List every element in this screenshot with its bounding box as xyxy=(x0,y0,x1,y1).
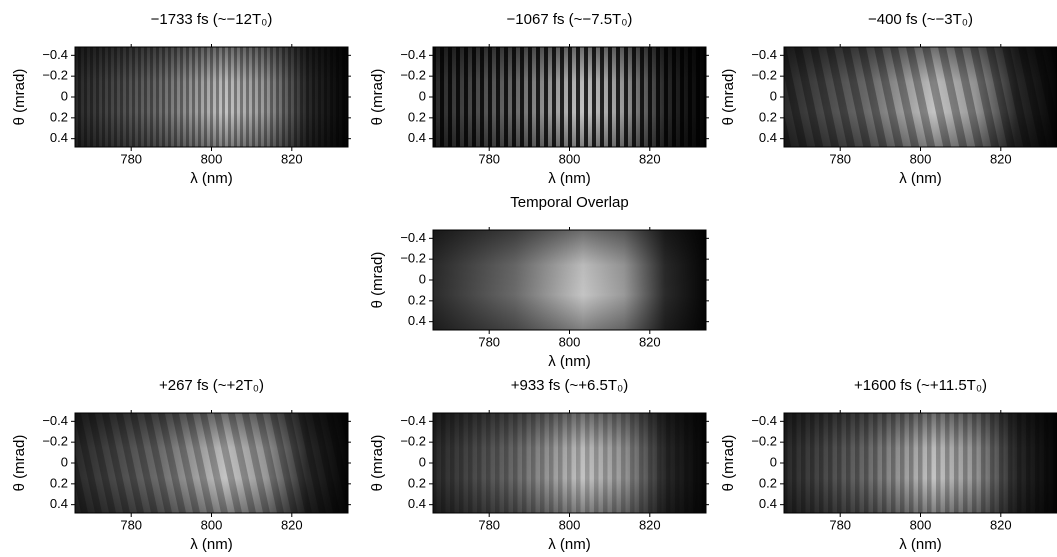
y-tick-label: −0.2 xyxy=(751,68,777,83)
y-tick-label: −0.4 xyxy=(400,413,426,428)
heatmap-shade xyxy=(433,47,706,147)
y-tick-label: −0.2 xyxy=(42,434,68,449)
x-axis-label: λ (nm) xyxy=(190,536,233,553)
y-tick-label: −0.4 xyxy=(751,47,777,62)
y-tick-label: −0.2 xyxy=(400,434,426,449)
y-tick-label: 0 xyxy=(419,271,426,286)
heatmap-shade xyxy=(433,413,706,513)
y-tick-label: 0.4 xyxy=(759,130,777,145)
y-tick-label: 0.4 xyxy=(408,130,426,145)
y-tick-label: 0.4 xyxy=(408,496,426,511)
chart-title: +1600 fs (~+11.5T₀) xyxy=(854,377,987,394)
y-tick-label: 0 xyxy=(61,454,68,469)
heatmap-shade xyxy=(784,413,1057,513)
y-tick-label: 0 xyxy=(770,88,777,103)
x-tick-label: 800 xyxy=(559,334,581,349)
heatmap-shade xyxy=(75,47,348,147)
y-axis-label: θ (mrad) xyxy=(11,69,28,126)
x-tick-label: 800 xyxy=(910,151,932,166)
chart-title: +267 fs (~+2T₀) xyxy=(159,377,264,394)
y-tick-label: 0.2 xyxy=(408,475,426,490)
y-tick-label: 0 xyxy=(770,454,777,469)
y-tick-label: 0.2 xyxy=(408,109,426,124)
x-tick-label: 780 xyxy=(478,151,500,166)
y-tick-label: 0.2 xyxy=(50,109,68,124)
y-axis-label: θ (mrad) xyxy=(720,69,737,126)
x-tick-label: 820 xyxy=(281,517,303,532)
y-tick-label: −0.4 xyxy=(400,230,426,245)
x-axis-label: λ (nm) xyxy=(899,170,942,187)
y-tick-label: 0 xyxy=(61,88,68,103)
y-tick-label: 0.4 xyxy=(408,313,426,328)
x-tick-label: 820 xyxy=(990,151,1012,166)
x-axis-label: λ (nm) xyxy=(190,170,233,187)
y-tick-label: 0.2 xyxy=(408,292,426,307)
x-tick-label: 820 xyxy=(990,517,1012,532)
heatmap-shade xyxy=(784,47,1057,147)
x-tick-label: 800 xyxy=(201,151,223,166)
y-tick-label: −0.4 xyxy=(42,413,68,428)
x-axis-label: λ (nm) xyxy=(548,170,591,187)
x-tick-label: 820 xyxy=(281,151,303,166)
chart-title: −400 fs (~−3T₀) xyxy=(868,11,973,28)
x-tick-label: 780 xyxy=(478,517,500,532)
heatmap-shade xyxy=(75,413,348,513)
x-tick-label: 780 xyxy=(478,334,500,349)
x-axis-label: λ (nm) xyxy=(548,536,591,553)
x-tick-label: 800 xyxy=(559,151,581,166)
chart-title: Temporal Overlap xyxy=(510,194,628,211)
y-tick-label: −0.2 xyxy=(751,434,777,449)
y-axis-label: θ (mrad) xyxy=(369,69,386,126)
y-tick-label: 0.2 xyxy=(759,475,777,490)
x-axis-label: λ (nm) xyxy=(899,536,942,553)
y-tick-label: 0 xyxy=(419,88,426,103)
y-tick-label: 0.2 xyxy=(50,475,68,490)
y-axis-label: θ (mrad) xyxy=(720,435,737,492)
x-tick-label: 780 xyxy=(120,151,142,166)
y-axis-label: θ (mrad) xyxy=(369,435,386,492)
chart-title: −1733 fs (~−12T₀) xyxy=(151,11,273,28)
y-tick-label: −0.4 xyxy=(751,413,777,428)
heatmap-shade xyxy=(433,230,706,330)
y-tick-label: −0.2 xyxy=(42,68,68,83)
x-tick-label: 800 xyxy=(910,517,932,532)
y-tick-label: 0 xyxy=(419,454,426,469)
y-tick-label: 0.4 xyxy=(50,130,68,145)
y-axis-label: θ (mrad) xyxy=(369,252,386,309)
x-tick-label: 820 xyxy=(639,151,661,166)
x-tick-label: 780 xyxy=(829,151,851,166)
y-tick-label: −0.2 xyxy=(400,68,426,83)
y-tick-label: 0.2 xyxy=(759,109,777,124)
chart-title: −1067 fs (~−7.5T₀) xyxy=(507,11,633,28)
x-tick-label: 780 xyxy=(120,517,142,532)
y-tick-label: −0.4 xyxy=(42,47,68,62)
chart-title: +933 fs (~+6.5T₀) xyxy=(511,377,629,394)
x-tick-label: 820 xyxy=(639,517,661,532)
y-tick-label: 0.4 xyxy=(759,496,777,511)
x-tick-label: 780 xyxy=(829,517,851,532)
y-tick-label: 0.4 xyxy=(50,496,68,511)
x-tick-label: 820 xyxy=(639,334,661,349)
x-axis-label: λ (nm) xyxy=(548,353,591,370)
x-tick-label: 800 xyxy=(559,517,581,532)
y-tick-label: −0.2 xyxy=(400,251,426,266)
y-axis-label: θ (mrad) xyxy=(11,435,28,492)
x-tick-label: 800 xyxy=(201,517,223,532)
y-tick-label: −0.4 xyxy=(400,47,426,62)
